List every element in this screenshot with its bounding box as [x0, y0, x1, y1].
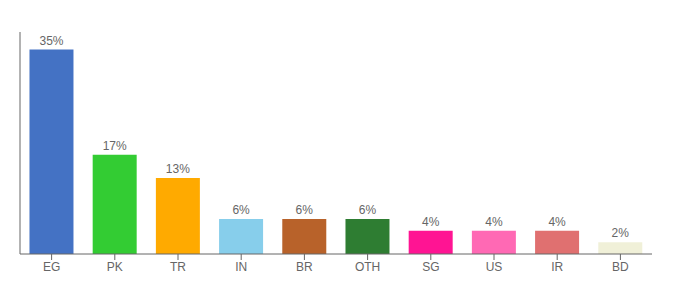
svg-text:4%: 4%: [485, 215, 503, 229]
svg-text:OTH: OTH: [355, 260, 380, 274]
svg-text:EG: EG: [43, 260, 60, 274]
svg-text:BR: BR: [296, 260, 313, 274]
svg-text:13%: 13%: [166, 162, 190, 176]
svg-text:IN: IN: [235, 260, 247, 274]
svg-text:6%: 6%: [359, 203, 377, 217]
svg-text:SG: SG: [422, 260, 439, 274]
svg-text:US: US: [486, 260, 503, 274]
svg-text:PK: PK: [107, 260, 123, 274]
svg-text:17%: 17%: [103, 139, 127, 153]
svg-text:BD: BD: [612, 260, 629, 274]
svg-text:2%: 2%: [612, 226, 630, 240]
svg-text:4%: 4%: [422, 215, 440, 229]
svg-text:IR: IR: [551, 260, 563, 274]
svg-text:6%: 6%: [296, 203, 314, 217]
svg-text:4%: 4%: [548, 215, 566, 229]
svg-text:TR: TR: [170, 260, 186, 274]
svg-text:35%: 35%: [39, 34, 63, 48]
svg-text:6%: 6%: [232, 203, 250, 217]
